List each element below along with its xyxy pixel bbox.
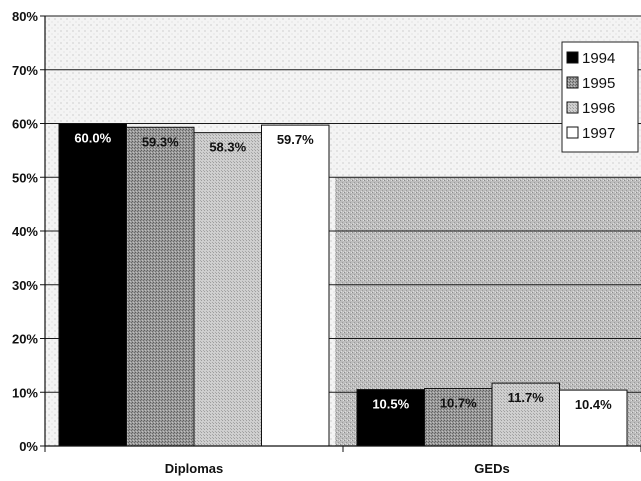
y-tick-label: 50% <box>12 170 38 185</box>
bar-diplomas-1995 <box>126 126 195 447</box>
bar-diplomas-1997 <box>261 124 330 447</box>
data-label: 11.7% <box>508 390 545 405</box>
legend-label-1995: 1995 <box>582 75 615 92</box>
y-tick-label: 10% <box>12 385 38 400</box>
y-tick-label: 0% <box>19 439 38 454</box>
legend-swatch-1994 <box>566 51 579 64</box>
legend-label-1994: 1994 <box>582 50 615 67</box>
y-tick-label: 40% <box>12 224 38 239</box>
y-tick-label: 20% <box>12 332 38 347</box>
bars <box>58 123 628 447</box>
data-label: 59.7% <box>277 132 314 147</box>
y-tick-label: 80% <box>12 9 38 24</box>
data-labels: 60.0% 59.3% 58.3% 59.7% 10.5% 10.7% 11.7% 10.4% <box>74 131 612 413</box>
legend: 1994 1995 1996 1997 <box>561 41 639 153</box>
legend-swatch-1996 <box>566 101 579 114</box>
bar-diplomas-1996 <box>193 132 262 447</box>
data-label: 58.3% <box>209 140 246 155</box>
y-tick-label: 30% <box>12 278 38 293</box>
bar-geds-1997 <box>559 389 628 447</box>
data-label: 10.4% <box>575 397 612 412</box>
x-axis: Diplomas GEDs <box>44 445 641 476</box>
legend-swatch-1997 <box>566 126 579 139</box>
data-label: 10.7% <box>440 395 477 410</box>
data-label: 10.5% <box>372 397 409 412</box>
bar-geds-1996 <box>491 382 560 447</box>
legend-label-1997: 1997 <box>582 125 615 142</box>
y-tick-label: 70% <box>12 63 38 78</box>
legend-swatch-1995 <box>566 76 579 89</box>
x-category-label: GEDs <box>474 461 509 476</box>
data-label: 59.3% <box>142 134 179 149</box>
x-category-label: Diplomas <box>165 461 224 476</box>
y-axis: 0% 10% 20% 30% 40% 50% 60% 70% 80% <box>12 9 46 454</box>
bar-diplomas-1994 <box>58 123 127 447</box>
legend-label-1996: 1996 <box>582 100 615 117</box>
bar-geds-1995 <box>424 387 493 447</box>
data-label: 60.0% <box>74 131 111 146</box>
y-tick-label: 60% <box>12 117 38 132</box>
